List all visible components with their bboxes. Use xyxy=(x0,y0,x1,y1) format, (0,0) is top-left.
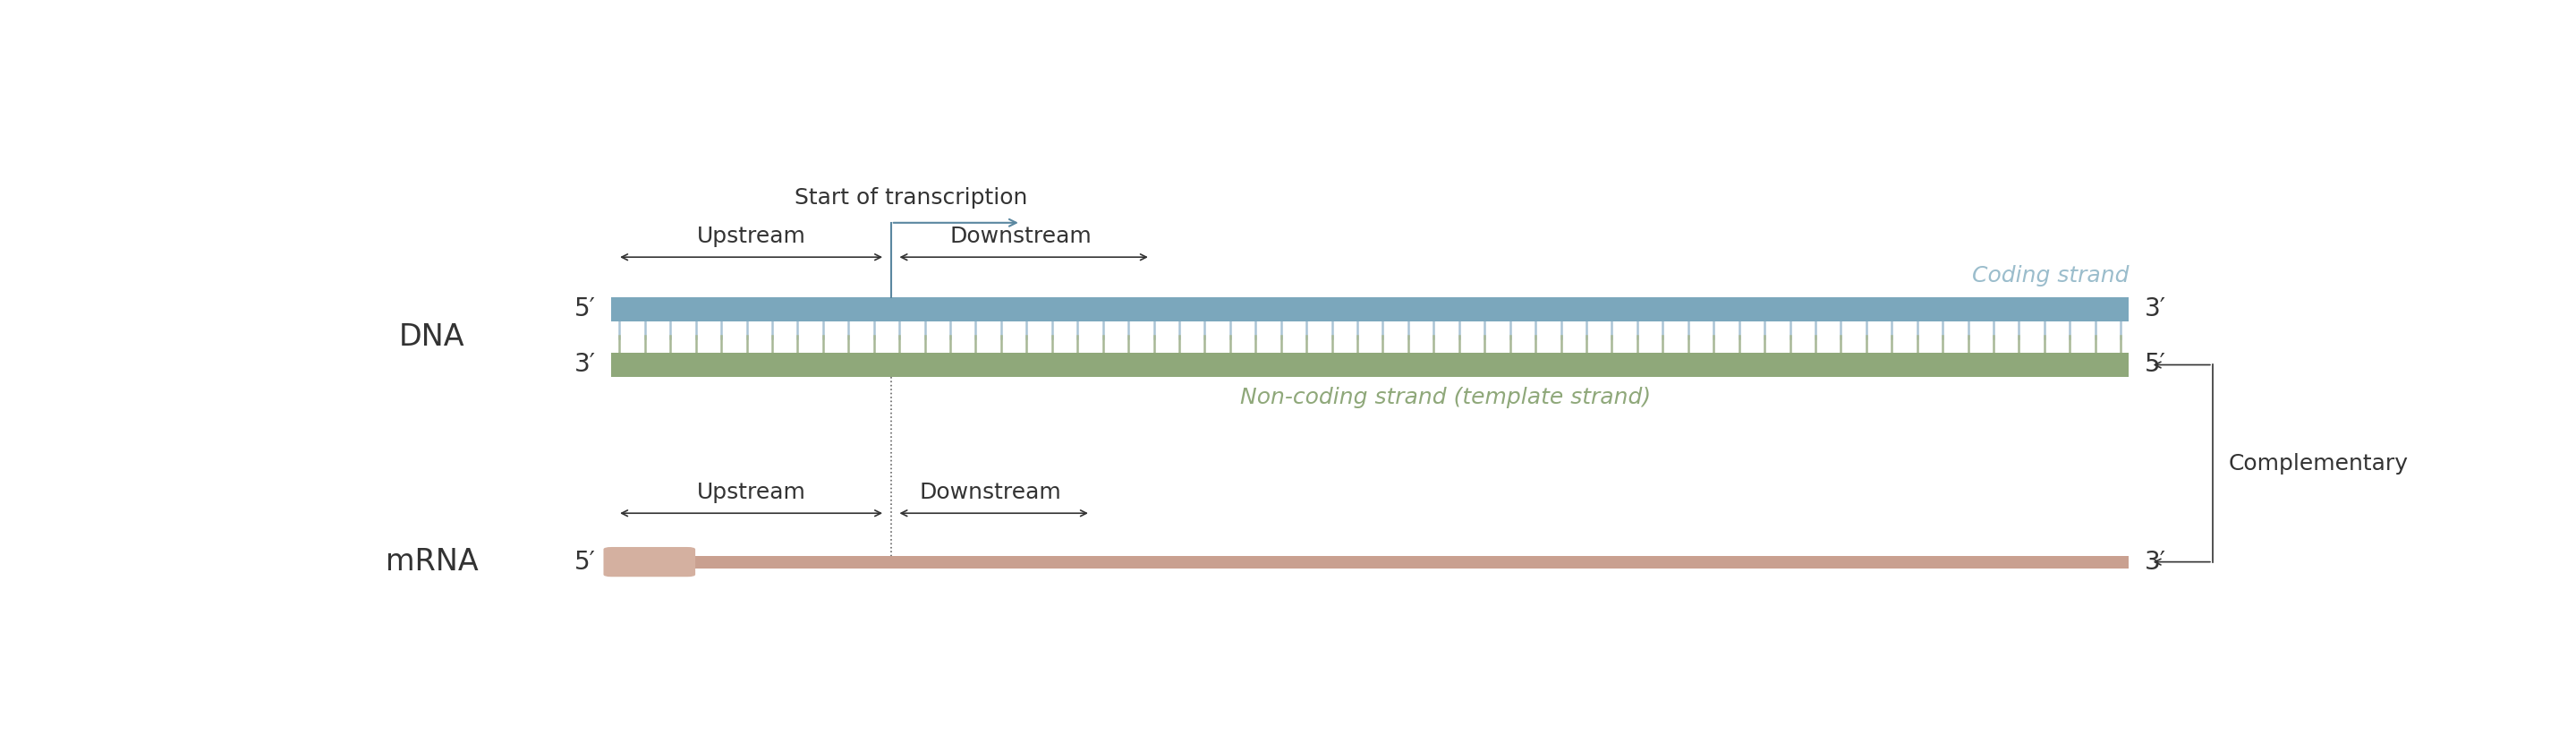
Text: mRNA: mRNA xyxy=(386,547,479,577)
Text: Complementary: Complementary xyxy=(2228,452,2409,474)
Text: 5′: 5′ xyxy=(2146,353,2166,377)
Bar xyxy=(688,556,2128,568)
Text: Start of transcription: Start of transcription xyxy=(793,187,1028,208)
FancyBboxPatch shape xyxy=(603,547,696,577)
Text: Upstream: Upstream xyxy=(696,481,806,503)
Bar xyxy=(611,298,2128,321)
Text: Upstream: Upstream xyxy=(696,225,806,247)
Text: DNA: DNA xyxy=(399,322,464,352)
Text: 3′: 3′ xyxy=(2146,549,2166,574)
Bar xyxy=(611,353,2128,377)
Text: Downstream: Downstream xyxy=(951,225,1092,247)
Text: Non-coding strand (template strand): Non-coding strand (template strand) xyxy=(1242,387,1651,408)
Text: Downstream: Downstream xyxy=(920,481,1061,503)
Text: 5′: 5′ xyxy=(574,549,595,574)
Text: 5′: 5′ xyxy=(574,297,595,322)
Text: Coding strand: Coding strand xyxy=(1971,266,2128,287)
Text: 3′: 3′ xyxy=(2146,297,2166,322)
Text: 3′: 3′ xyxy=(574,353,595,377)
